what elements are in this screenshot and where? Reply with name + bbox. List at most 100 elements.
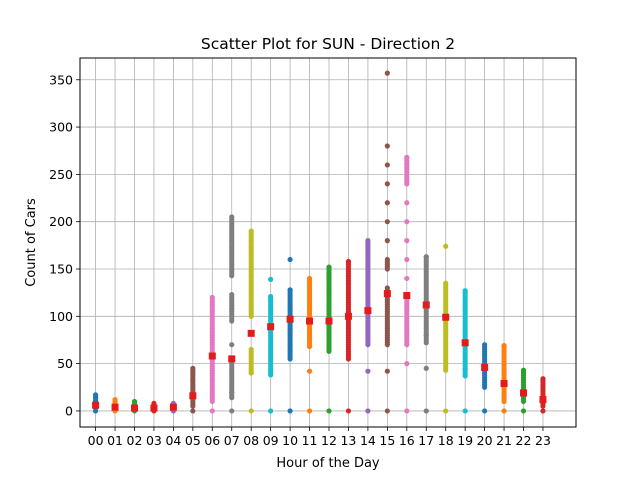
data-point bbox=[482, 353, 488, 360]
data-point bbox=[345, 259, 352, 265]
data-point bbox=[248, 268, 254, 274]
data-point bbox=[482, 349, 488, 355]
data-point bbox=[345, 408, 352, 414]
data-point bbox=[404, 361, 410, 367]
data-point bbox=[248, 353, 254, 360]
data-point bbox=[326, 273, 332, 279]
x-tick-label: 07 bbox=[224, 433, 240, 448]
data-point bbox=[209, 334, 215, 341]
x-tick-label: 14 bbox=[360, 433, 376, 448]
data-point bbox=[501, 396, 507, 402]
data-point bbox=[190, 372, 196, 379]
data-point bbox=[229, 382, 235, 388]
data-point bbox=[345, 325, 352, 331]
data-point bbox=[229, 342, 235, 348]
data-point bbox=[443, 349, 449, 355]
data-point bbox=[404, 219, 410, 225]
data-point bbox=[248, 408, 254, 414]
data-point bbox=[365, 268, 371, 274]
data-point bbox=[326, 408, 332, 414]
data-point bbox=[384, 316, 390, 322]
data-point bbox=[131, 398, 138, 405]
data-point bbox=[287, 256, 293, 263]
data-point bbox=[501, 353, 507, 360]
plot-frame bbox=[79, 57, 577, 428]
data-point bbox=[209, 408, 215, 414]
mean-marker bbox=[344, 312, 352, 320]
data-point bbox=[248, 287, 254, 293]
data-point bbox=[306, 292, 313, 298]
data-point bbox=[112, 396, 118, 403]
data-point bbox=[229, 259, 235, 265]
data-point bbox=[345, 344, 352, 350]
mean-marker bbox=[520, 389, 528, 397]
mean-marker bbox=[111, 403, 119, 411]
data-point bbox=[384, 408, 390, 414]
data-point bbox=[384, 70, 390, 76]
data-point bbox=[482, 377, 488, 383]
data-point bbox=[306, 282, 313, 289]
data-point bbox=[345, 306, 352, 312]
data-point bbox=[268, 301, 274, 308]
data-point bbox=[462, 301, 468, 308]
mean-marker bbox=[325, 317, 333, 325]
data-point bbox=[209, 316, 215, 322]
data-point bbox=[462, 320, 468, 326]
x-tick-label: 15 bbox=[379, 433, 395, 448]
data-point bbox=[345, 334, 352, 341]
data-point bbox=[345, 297, 352, 303]
data-point bbox=[190, 401, 196, 407]
data-point bbox=[501, 387, 507, 393]
data-point bbox=[190, 368, 196, 374]
mean-marker bbox=[461, 339, 469, 347]
data-point bbox=[365, 240, 371, 246]
data-point bbox=[404, 162, 410, 168]
data-point bbox=[268, 349, 274, 355]
data-point bbox=[306, 278, 313, 284]
data-point bbox=[268, 311, 274, 317]
data-point bbox=[248, 358, 254, 364]
data-point bbox=[462, 311, 468, 317]
data-point bbox=[306, 330, 313, 336]
data-point bbox=[540, 391, 546, 397]
data-point bbox=[443, 358, 449, 364]
data-point bbox=[190, 408, 196, 414]
data-point bbox=[209, 325, 215, 331]
data-point bbox=[520, 408, 527, 414]
data-point bbox=[501, 363, 507, 369]
x-tick-label: 16 bbox=[399, 433, 415, 448]
data-point bbox=[423, 408, 429, 414]
data-point bbox=[384, 162, 390, 168]
data-point bbox=[248, 259, 254, 265]
data-point bbox=[404, 275, 410, 282]
data-point bbox=[92, 392, 99, 398]
data-point bbox=[423, 316, 429, 322]
data-point bbox=[443, 282, 449, 289]
data-point bbox=[287, 330, 293, 336]
y-tick-label: 0 bbox=[65, 403, 73, 418]
data-point bbox=[443, 408, 449, 414]
y-tick-label: 250 bbox=[49, 167, 73, 182]
x-tick-label: 01 bbox=[107, 433, 123, 448]
data-point bbox=[365, 408, 371, 414]
data-point bbox=[209, 344, 215, 350]
data-point bbox=[404, 334, 410, 341]
mean-marker bbox=[539, 396, 547, 404]
data-point bbox=[404, 316, 410, 322]
data-point bbox=[365, 287, 371, 293]
data-point bbox=[501, 344, 507, 350]
x-tick-label: 03 bbox=[146, 433, 162, 448]
data-point bbox=[268, 367, 274, 373]
y-tick-label: 350 bbox=[49, 72, 73, 87]
data-point bbox=[248, 245, 254, 251]
data-point bbox=[326, 301, 332, 308]
data-point bbox=[462, 330, 468, 336]
data-point bbox=[229, 268, 235, 274]
data-point bbox=[443, 301, 449, 308]
data-point bbox=[423, 287, 429, 293]
data-point bbox=[501, 391, 507, 397]
data-point bbox=[384, 143, 390, 149]
chart-title: Scatter Plot for SUN - Direction 2 bbox=[201, 35, 455, 53]
data-point bbox=[287, 349, 293, 355]
